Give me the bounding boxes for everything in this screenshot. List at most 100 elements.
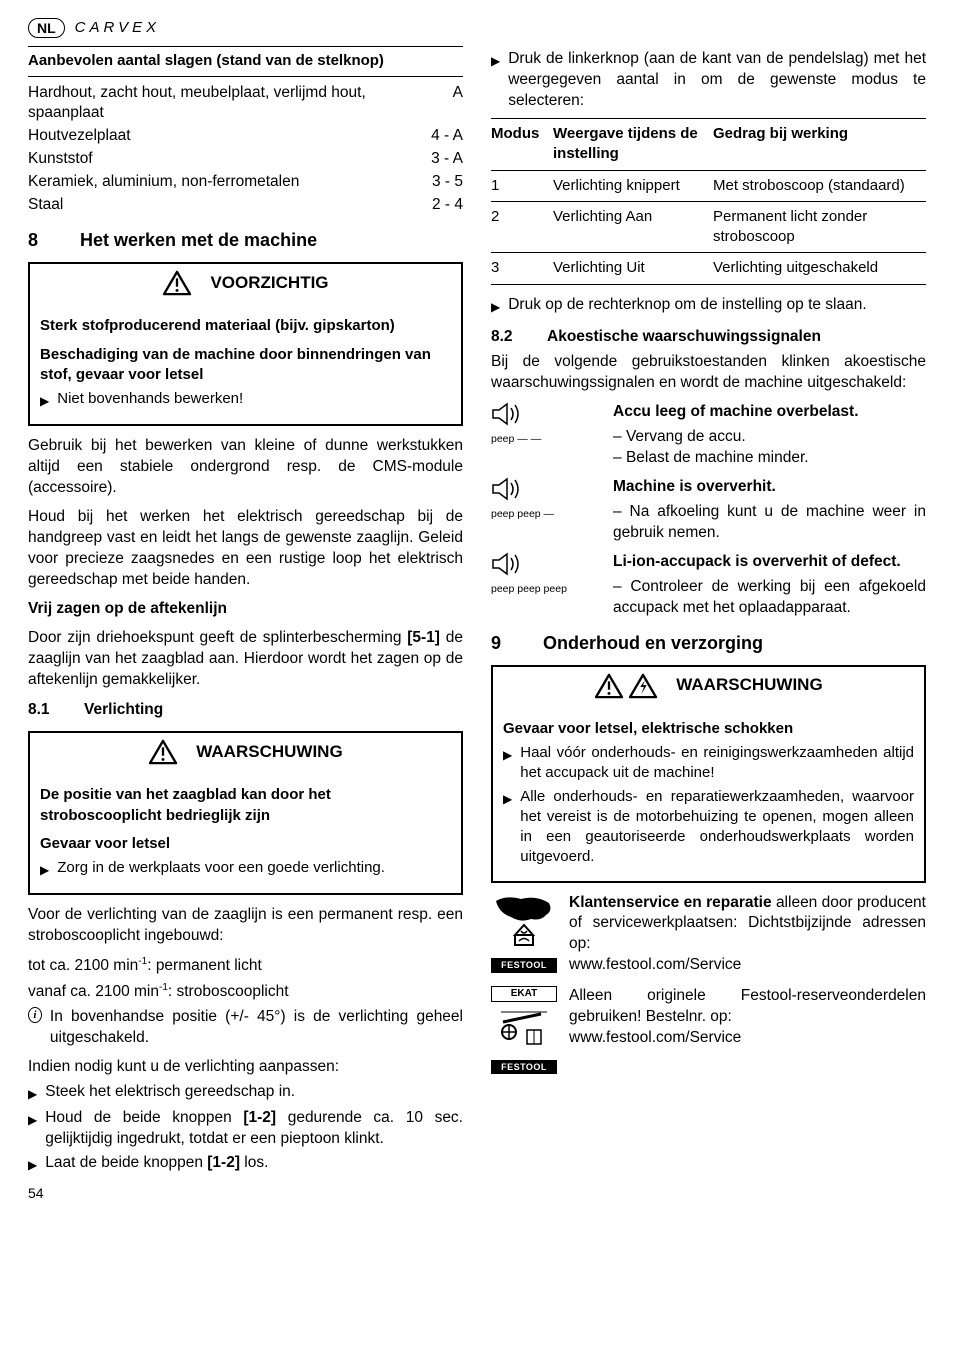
row-value: 3 - 5 (432, 172, 463, 193)
left-column: Aanbevolen aantal slagen (stand van de s… (28, 46, 463, 1202)
paragraph: Indien nodig kunt u de verlichting aanpa… (28, 1057, 463, 1078)
electric-triangle-icon (628, 673, 658, 699)
subsection-title: Verlichting (84, 700, 163, 721)
row-label: Hardhout, zacht hout, meubelplaat, verli… (28, 83, 453, 125)
info-text: In bovenhandse positie (+/- 45°) is de v… (50, 1007, 463, 1049)
paragraph: Houd bij het werken het elektrisch geree… (28, 507, 463, 591)
warning-line2: Gevaar voor letsel (40, 834, 451, 854)
text: Door zijn driehoekspunt geeft de splinte… (28, 629, 407, 646)
table-row: 1Verlichting knippertMet stroboscoop (st… (491, 170, 926, 201)
subheading: Vrij zagen op de aftekenlijn (28, 599, 463, 620)
col-header: Weergave tijdens de instelling (553, 119, 713, 171)
section-title: Het werken met de machine (80, 228, 317, 252)
subsection-8.2-heading: 8.2 Akoestische waarschuwingssignalen (491, 327, 926, 348)
peep-pattern: peep — — (491, 432, 599, 446)
row-label: Houtvezelplaat (28, 126, 431, 147)
figure-ref: [1-2] (207, 1154, 240, 1171)
festool-tag: FESTOOL (491, 1060, 557, 1074)
light-line-b: vanaf ca. 2100 min-1: stroboscooplicht (28, 981, 463, 1003)
ekat-text: Alleen originele Festool-reserveonderdel… (569, 986, 926, 1049)
warning-header-text: WAARSCHUWING (676, 674, 822, 697)
section-number: 8 (28, 228, 52, 252)
col-header: Modus (491, 119, 553, 171)
warning-box-9: WAARSCHUWING Gevaar voor letsel, elektri… (491, 665, 926, 883)
speaker-icon (491, 552, 521, 576)
service-text: Klantenservice en reparatie alleen door … (569, 893, 926, 977)
col-header: Gedrag bij werking (713, 119, 926, 171)
right-column: Druk de linkerknop (aan de kant van de p… (491, 46, 926, 1202)
arrow-icon (491, 49, 500, 72)
signal-item: Vervang de accu. (626, 428, 746, 445)
table-row: Hardhout, zacht hout, meubelplaat, verli… (28, 83, 463, 125)
arrow-icon (40, 389, 49, 411)
row-label: Keramiek, aluminium, non-ferrometalen (28, 172, 432, 193)
table-row: 3Verlichting UitVerlichting uitgeschakel… (491, 253, 926, 284)
warning-header-text: WAARSCHUWING (196, 741, 342, 764)
modes-table: Modus Weergave tijdens de instelling Ged… (491, 118, 926, 285)
signal-item: Belast de machine minder. (626, 449, 809, 466)
signal-title: Machine is oververhit. (613, 477, 926, 498)
figure-ref: [1-2] (243, 1109, 276, 1126)
paragraph: Gebruik bij het bewerken van kleine of d… (28, 436, 463, 499)
ekat-row: EKAT FESTOOL Alleen originele Festool-re… (491, 986, 926, 1074)
paragraph: Bij de volgende gebruikstoestanden klink… (491, 352, 926, 394)
caution-line1: Sterk stofproducerend materiaal (bijv. g… (40, 316, 451, 336)
row-value: 2 - 4 (432, 195, 463, 216)
section-8-heading: 8 Het werken met de machine (28, 228, 463, 252)
caution-box: VOORZICHTIG Sterk stofproducerend materi… (28, 262, 463, 426)
product-name: CARVEX (75, 18, 160, 38)
page-number: 54 (28, 1184, 463, 1203)
arrow-icon (28, 1108, 37, 1131)
subsection-num: 8.1 (28, 700, 60, 721)
caution-header-text: VOORZICHTIG (210, 272, 328, 295)
table-row: Keramiek, aluminium, non-ferrometalen3 -… (28, 172, 463, 193)
arrow-icon (491, 295, 500, 318)
subsection-8.1-heading: 8.1 Verlichting (28, 700, 463, 721)
warning-bullet: Alle onderhouds- en reparatiewerkzaamhed… (520, 787, 914, 868)
lang-badge: NL (28, 18, 65, 38)
figure-ref: [5-1] (407, 629, 440, 646)
warning-line1: Gevaar voor letsel, elektrische schokken (503, 719, 914, 739)
warning-box: WAARSCHUWING De positie van het zaagblad… (28, 731, 463, 895)
row-value: A (453, 83, 463, 104)
ekat-tag: EKAT (491, 986, 557, 1002)
signal-entry: peep peep peep Li-ion-accupack is overve… (491, 552, 926, 619)
arrow-icon (503, 743, 512, 765)
section-number: 9 (491, 631, 515, 655)
paragraph: Voor de verlichting van de zaaglijn is e… (28, 905, 463, 947)
section-9-heading: 9 Onderhoud en verzorging (491, 631, 926, 655)
step-text: Laat de beide knoppen [1-2] los. (45, 1153, 268, 1174)
bullet-text: Druk op de rechterknop om de instelling … (508, 295, 866, 316)
warning-triangle-icon (594, 673, 624, 699)
warning-line1: De positie van het zaagblad kan door het… (40, 785, 451, 826)
signal-title: Li-ion-accupack is oververhit of defect. (613, 552, 926, 573)
step-text: Houd de beide knoppen [1-2] gedurende ca… (45, 1108, 463, 1150)
paragraph: Door zijn driehoekspunt geeft de splinte… (28, 628, 463, 691)
ekat-parts-icon (491, 1004, 557, 1050)
caution-bullet: Niet bovenhands bewerken! (57, 389, 243, 409)
table-row: Houtvezelplaat4 - A (28, 126, 463, 147)
arrow-icon (28, 1153, 37, 1176)
signal-title: Accu leeg of machine overbelast. (613, 402, 926, 423)
bullet-text: Druk de linkerknop (aan de kant van de p… (508, 49, 926, 112)
speaker-icon (491, 402, 521, 426)
strokes-table-title: Aanbevolen aantal slagen (stand van de s… (28, 46, 463, 76)
row-label: Staal (28, 195, 432, 216)
page-header: NL CARVEX (28, 18, 926, 38)
step-text: Steek het elektrisch gereedschap in. (45, 1082, 295, 1103)
subsection-num: 8.2 (491, 327, 523, 348)
subsection-title: Akoestische waarschuwingssignalen (547, 327, 821, 348)
signal-item: Na afkoeling kunt u de machine weer in g… (613, 503, 926, 541)
row-value: 4 - A (431, 126, 463, 147)
service-globe-icon (491, 893, 557, 949)
light-line-a: tot ca. 2100 min-1: permanent licht (28, 955, 463, 977)
service-url: www.festool.com/Service (569, 1028, 926, 1049)
row-label: Kunststof (28, 149, 431, 170)
caution-line2: Beschadiging van de machine door binnend… (40, 345, 451, 386)
signal-entry: peep peep — Machine is oververhit. – Na … (491, 477, 926, 544)
signal-item: Controleer de werking bij een afgekoeld … (613, 578, 926, 616)
signal-entry: peep — — Accu leeg of machine overbelast… (491, 402, 926, 469)
table-row: 2Verlichting AanPermanent licht zonder s… (491, 201, 926, 253)
info-icon: i (28, 1007, 42, 1023)
arrow-icon (503, 787, 512, 809)
